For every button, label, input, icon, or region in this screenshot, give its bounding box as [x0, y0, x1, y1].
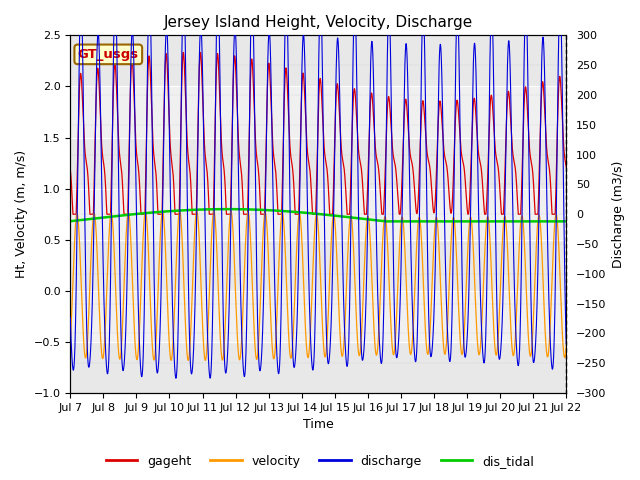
Bar [70, 240, 566, 291]
Text: GT_usgs: GT_usgs [77, 48, 139, 61]
discharge [67, 314, 74, 320]
velocity [184, 358, 192, 363]
dis_tidal [364, 216, 372, 222]
Bar [70, 342, 566, 393]
Line: discharge: discharge [70, 0, 566, 378]
discharge [157, 317, 164, 323]
discharge [389, 230, 397, 236]
discharge [256, 368, 264, 374]
gageht [67, 166, 74, 172]
Bar [70, 291, 566, 342]
velocity [563, 343, 570, 349]
dis_tidal [474, 218, 482, 224]
gageht [474, 148, 482, 154]
gageht [364, 175, 372, 181]
discharge [172, 375, 180, 381]
Bar [70, 36, 566, 86]
Y-axis label: Discharge (m3/s): Discharge (m3/s) [612, 160, 625, 268]
discharge [563, 341, 570, 347]
discharge [474, 188, 482, 193]
velocity [157, 232, 164, 238]
discharge [364, 207, 372, 213]
velocity [193, 208, 200, 214]
dis_tidal [436, 218, 444, 224]
gageht [256, 193, 264, 199]
Line: velocity: velocity [70, 211, 566, 360]
dis_tidal [223, 206, 231, 212]
velocity [474, 348, 482, 354]
dis_tidal [67, 218, 74, 224]
Line: gageht: gageht [70, 52, 566, 214]
X-axis label: Time: Time [303, 419, 333, 432]
Y-axis label: Ht, Velocity (m, m/s): Ht, Velocity (m, m/s) [15, 150, 28, 278]
Title: Jersey Island Height, Velocity, Discharge: Jersey Island Height, Velocity, Discharg… [164, 15, 473, 30]
gageht [69, 211, 77, 217]
Line: dis_tidal: dis_tidal [70, 209, 566, 221]
velocity [364, 213, 372, 219]
Bar [70, 189, 566, 240]
Bar [70, 86, 566, 138]
gageht [436, 100, 444, 106]
dis_tidal [157, 209, 164, 215]
velocity [67, 339, 74, 345]
Bar [70, 138, 566, 189]
velocity [436, 281, 444, 287]
dis_tidal [256, 207, 264, 213]
dis_tidal [382, 218, 390, 224]
dis_tidal [563, 218, 570, 224]
dis_tidal [389, 218, 397, 224]
gageht [389, 151, 397, 156]
discharge [436, 42, 444, 48]
velocity [389, 350, 397, 356]
gageht [563, 164, 570, 170]
velocity [256, 309, 264, 315]
gageht [196, 49, 204, 55]
gageht [157, 211, 164, 217]
Legend: gageht, velocity, discharge, dis_tidal: gageht, velocity, discharge, dis_tidal [101, 450, 539, 473]
